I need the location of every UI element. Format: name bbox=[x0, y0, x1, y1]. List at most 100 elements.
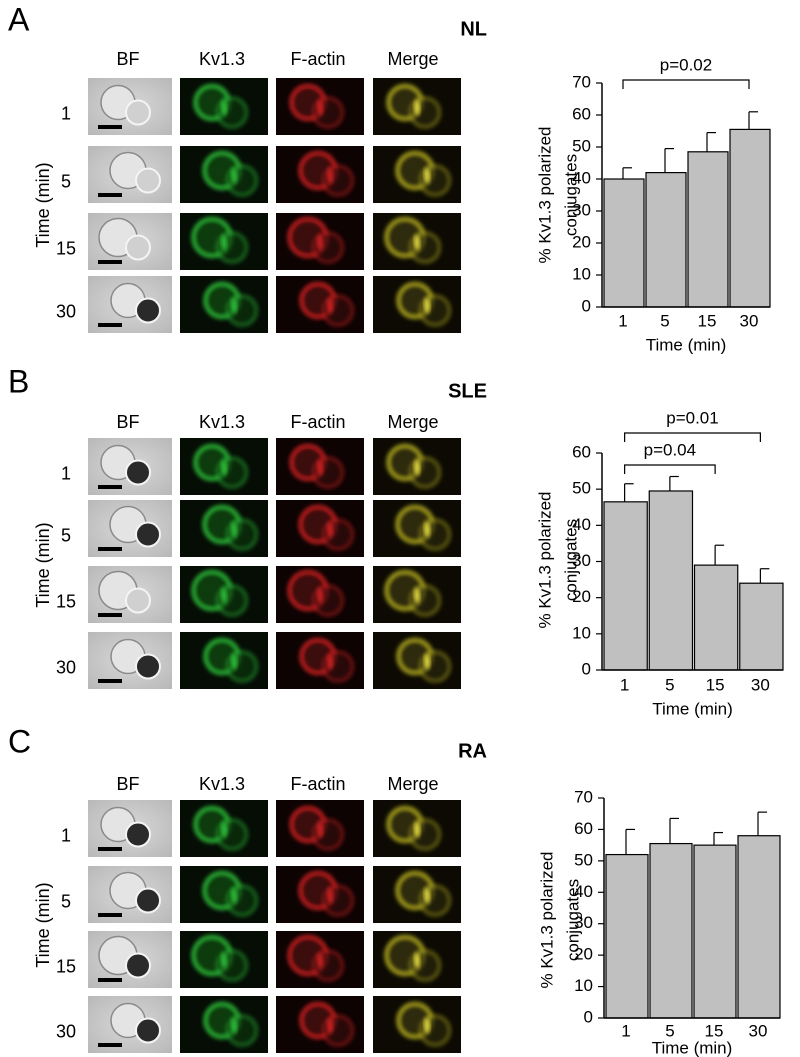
synapse bbox=[317, 821, 323, 838]
significance-bracket: p=0.02 bbox=[622, 55, 750, 89]
synapse bbox=[424, 521, 430, 538]
micrograph bbox=[180, 566, 268, 623]
micrograph bbox=[88, 632, 172, 689]
synapse bbox=[424, 653, 430, 670]
micrograph bbox=[373, 996, 461, 1053]
bead bbox=[125, 821, 151, 848]
cell bbox=[312, 231, 344, 264]
cell bbox=[216, 456, 248, 489]
bar bbox=[605, 853, 649, 1019]
column-header: Kv1.3 bbox=[199, 774, 245, 794]
cell bbox=[226, 164, 258, 197]
x-tick-label: 5 bbox=[665, 675, 674, 694]
micrograph bbox=[276, 996, 364, 1053]
micrograph bbox=[180, 500, 268, 557]
micrograph bbox=[88, 866, 172, 923]
micrograph bbox=[180, 996, 268, 1053]
micrograph bbox=[373, 438, 461, 495]
cell bbox=[216, 818, 248, 851]
row-label: 5 bbox=[61, 171, 71, 191]
synapse bbox=[327, 521, 333, 538]
bar bbox=[739, 582, 784, 671]
y-axis-label: % Kv1.3 polarized bbox=[537, 851, 556, 988]
error-bar bbox=[625, 828, 635, 855]
synapse bbox=[414, 821, 420, 838]
bead bbox=[125, 952, 151, 979]
p-value: p=0.04 bbox=[644, 440, 696, 459]
bar bbox=[729, 128, 771, 308]
synapse bbox=[317, 952, 323, 969]
cell bbox=[216, 949, 248, 982]
error-bar bbox=[748, 111, 758, 130]
micrograph bbox=[373, 146, 461, 203]
micrograph bbox=[88, 500, 172, 557]
group-name: RA bbox=[458, 740, 487, 762]
synapse bbox=[414, 459, 420, 476]
micrograph bbox=[373, 632, 461, 689]
bracket-line bbox=[624, 432, 761, 442]
micrograph bbox=[180, 146, 268, 203]
column-header: Kv1.3 bbox=[199, 49, 245, 69]
cell bbox=[226, 294, 258, 327]
bracket-line bbox=[622, 79, 750, 89]
bar bbox=[603, 501, 648, 671]
column-header: Merge bbox=[387, 774, 438, 794]
synapse bbox=[317, 99, 323, 116]
y-tick-label: 40 bbox=[572, 168, 591, 187]
micrograph bbox=[276, 500, 364, 557]
error-bar bbox=[713, 831, 723, 846]
error-bar bbox=[706, 132, 716, 152]
column-header: Merge bbox=[387, 49, 438, 69]
micrograph bbox=[180, 931, 268, 988]
bead bbox=[135, 167, 161, 194]
cell bbox=[226, 650, 258, 683]
p-value: p=0.01 bbox=[666, 408, 718, 427]
y-axis-label: conjugates bbox=[563, 879, 582, 961]
synapse bbox=[231, 653, 237, 670]
micrograph bbox=[276, 438, 364, 495]
error-bar bbox=[759, 568, 770, 584]
synapse bbox=[231, 167, 237, 184]
bar bbox=[649, 842, 693, 1019]
row-label: 15 bbox=[56, 591, 76, 611]
micrograph bbox=[276, 276, 364, 333]
cell bbox=[419, 884, 451, 917]
column-header: BF bbox=[116, 774, 139, 794]
column-header: BF bbox=[116, 412, 139, 432]
y-tick-label: 50 bbox=[572, 136, 591, 155]
bead bbox=[135, 1017, 161, 1044]
error-bar bbox=[669, 475, 679, 491]
y-tick-label: 30 bbox=[574, 913, 593, 932]
cell bbox=[312, 949, 344, 982]
bead bbox=[125, 99, 151, 126]
micrograph bbox=[180, 276, 268, 333]
bead bbox=[125, 587, 151, 614]
synapse bbox=[317, 587, 323, 604]
x-axis-label: Time (min) bbox=[646, 335, 727, 354]
cell bbox=[409, 818, 441, 851]
synapse bbox=[424, 167, 430, 184]
micrograph bbox=[373, 276, 461, 333]
row-label: 1 bbox=[61, 103, 71, 123]
bar bbox=[687, 151, 729, 308]
x-tick-label: 15 bbox=[706, 675, 725, 694]
synapse bbox=[231, 887, 237, 904]
panel-letter: B bbox=[8, 363, 29, 399]
y-tick-label: 0 bbox=[584, 1007, 593, 1026]
cell bbox=[409, 456, 441, 489]
y-axis-label: conjugates bbox=[561, 519, 580, 601]
cell bbox=[322, 518, 354, 551]
row-label: 30 bbox=[56, 657, 76, 677]
y-tick-label: 60 bbox=[572, 104, 591, 123]
bead bbox=[135, 887, 161, 914]
x-tick-label: 15 bbox=[698, 311, 717, 330]
x-tick-label: 5 bbox=[665, 1021, 674, 1040]
synapse bbox=[424, 297, 430, 314]
micrograph bbox=[276, 632, 364, 689]
micrograph bbox=[88, 276, 172, 333]
micrograph bbox=[180, 213, 268, 270]
column-header: Kv1.3 bbox=[199, 412, 245, 432]
cell bbox=[419, 650, 451, 683]
y-tick-label: 20 bbox=[572, 587, 591, 606]
micrograph bbox=[276, 213, 364, 270]
